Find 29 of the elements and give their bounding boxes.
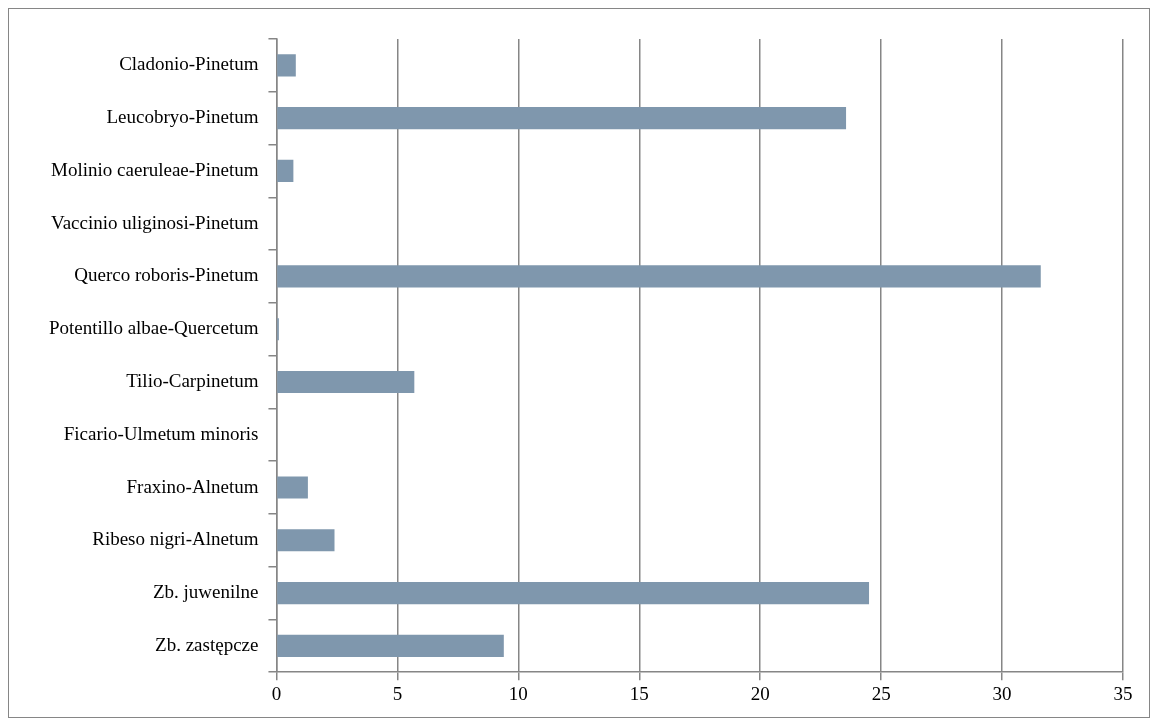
y-tick-label: Molinio caeruleae-Pinetum	[51, 158, 259, 180]
x-tick-label: 35	[1113, 682, 1133, 704]
bar	[277, 265, 1041, 288]
y-tick-label: Ficario-Ulmetum minoris	[63, 422, 259, 444]
x-tick-label: 30	[992, 682, 1012, 704]
y-tick-label: Ribeso nigri-Alnetum	[92, 528, 259, 550]
x-tick-label: 5	[392, 682, 403, 704]
bar	[277, 107, 847, 130]
y-tick-label: Zb. juwenilne	[152, 581, 259, 603]
bar	[277, 159, 294, 182]
bar	[277, 476, 308, 499]
y-tick-label: Leucobryo-Pinetum	[106, 106, 259, 128]
x-tick-label: 10	[508, 682, 528, 704]
y-tick-label: Potentillo albae-Quercetum	[48, 317, 259, 339]
y-tick-label: Querco roboris-Pinetum	[74, 264, 259, 286]
bar	[277, 581, 870, 605]
bar	[277, 529, 335, 552]
y-tick-label: Tilio-Carpinetum	[126, 369, 259, 391]
y-tick-label: Zb. zastępcze	[155, 633, 259, 655]
x-tick-label: 20	[750, 682, 770, 704]
bar	[277, 54, 296, 77]
bar	[277, 370, 415, 394]
y-tick-label: Vaccinio uliginosi-Pinetum	[51, 211, 259, 233]
x-tick-label: 0	[271, 682, 282, 704]
y-tick-label: Fraxino-Alnetum	[126, 475, 259, 497]
y-tick-label: Cladonio-Pinetum	[119, 53, 259, 75]
bar	[277, 634, 504, 657]
x-tick-label: 15	[629, 682, 649, 704]
x-tick-label: 25	[871, 682, 891, 704]
